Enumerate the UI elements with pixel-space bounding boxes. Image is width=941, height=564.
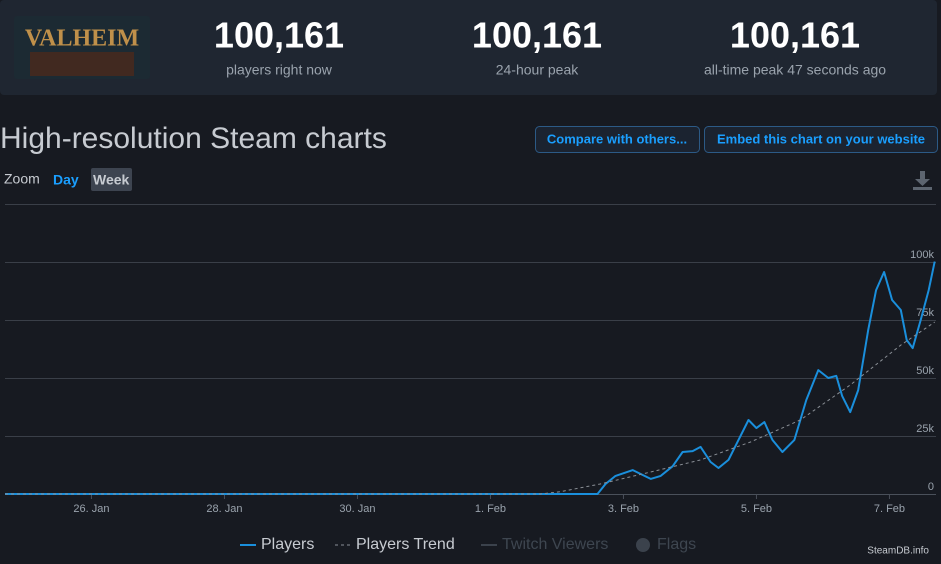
- stat-value: 100,161: [472, 15, 602, 56]
- y-tick-label: 50k: [916, 365, 934, 377]
- x-tick-label: 30. Jan: [339, 503, 375, 515]
- legend-label[interactable]: Flags: [657, 536, 696, 553]
- x-tick-label: 28. Jan: [206, 503, 242, 515]
- logo-fire: [30, 52, 134, 76]
- legend-label[interactable]: Players Trend: [356, 536, 455, 553]
- stat-label: players right now: [226, 62, 333, 78]
- stat-value: 100,161: [214, 15, 344, 56]
- embed-button[interactable]: [704, 126, 938, 153]
- y-tick-label: 0: [928, 481, 934, 493]
- legend-symbol[interactable]: [636, 538, 650, 552]
- x-tick-label: 3. Feb: [608, 503, 639, 515]
- x-tick-label: 7. Feb: [874, 503, 905, 515]
- stat-label: 24-hour peak: [496, 62, 580, 78]
- embed-button-label[interactable]: Embed this chart on your website: [717, 131, 925, 146]
- legend-label[interactable]: Twitch Viewers: [502, 536, 608, 553]
- x-tick-label: 5. Feb: [741, 503, 772, 515]
- y-tick-label: 75k: [916, 307, 934, 319]
- y-tick-label: 25k: [916, 423, 934, 435]
- header-banner: [0, 0, 937, 95]
- zoom-option[interactable]: Day: [53, 172, 79, 188]
- compare-button[interactable]: [535, 126, 700, 153]
- game-logo: VALHEIM: [25, 26, 139, 52]
- y-tick-label: 100k: [910, 249, 934, 261]
- legend-label[interactable]: Players: [261, 536, 314, 553]
- stat-value: 100,161: [730, 15, 860, 56]
- stat-label: all-time peak 47 seconds ago: [704, 62, 886, 78]
- section-title: High-resolution Steam charts: [0, 122, 387, 155]
- compare-button-label[interactable]: Compare with others...: [547, 131, 687, 146]
- zoom-label: Zoom: [4, 171, 40, 187]
- zoom-option[interactable]: Week: [93, 172, 130, 188]
- x-tick-label: 26. Jan: [73, 503, 109, 515]
- x-tick-label: 1. Feb: [475, 503, 506, 515]
- zoom-selected[interactable]: [91, 168, 132, 191]
- players-line: [5, 261, 936, 495]
- trend-line: [5, 321, 935, 495]
- credit: SteamDB.info: [867, 546, 929, 557]
- download-icon[interactable]: [913, 171, 932, 190]
